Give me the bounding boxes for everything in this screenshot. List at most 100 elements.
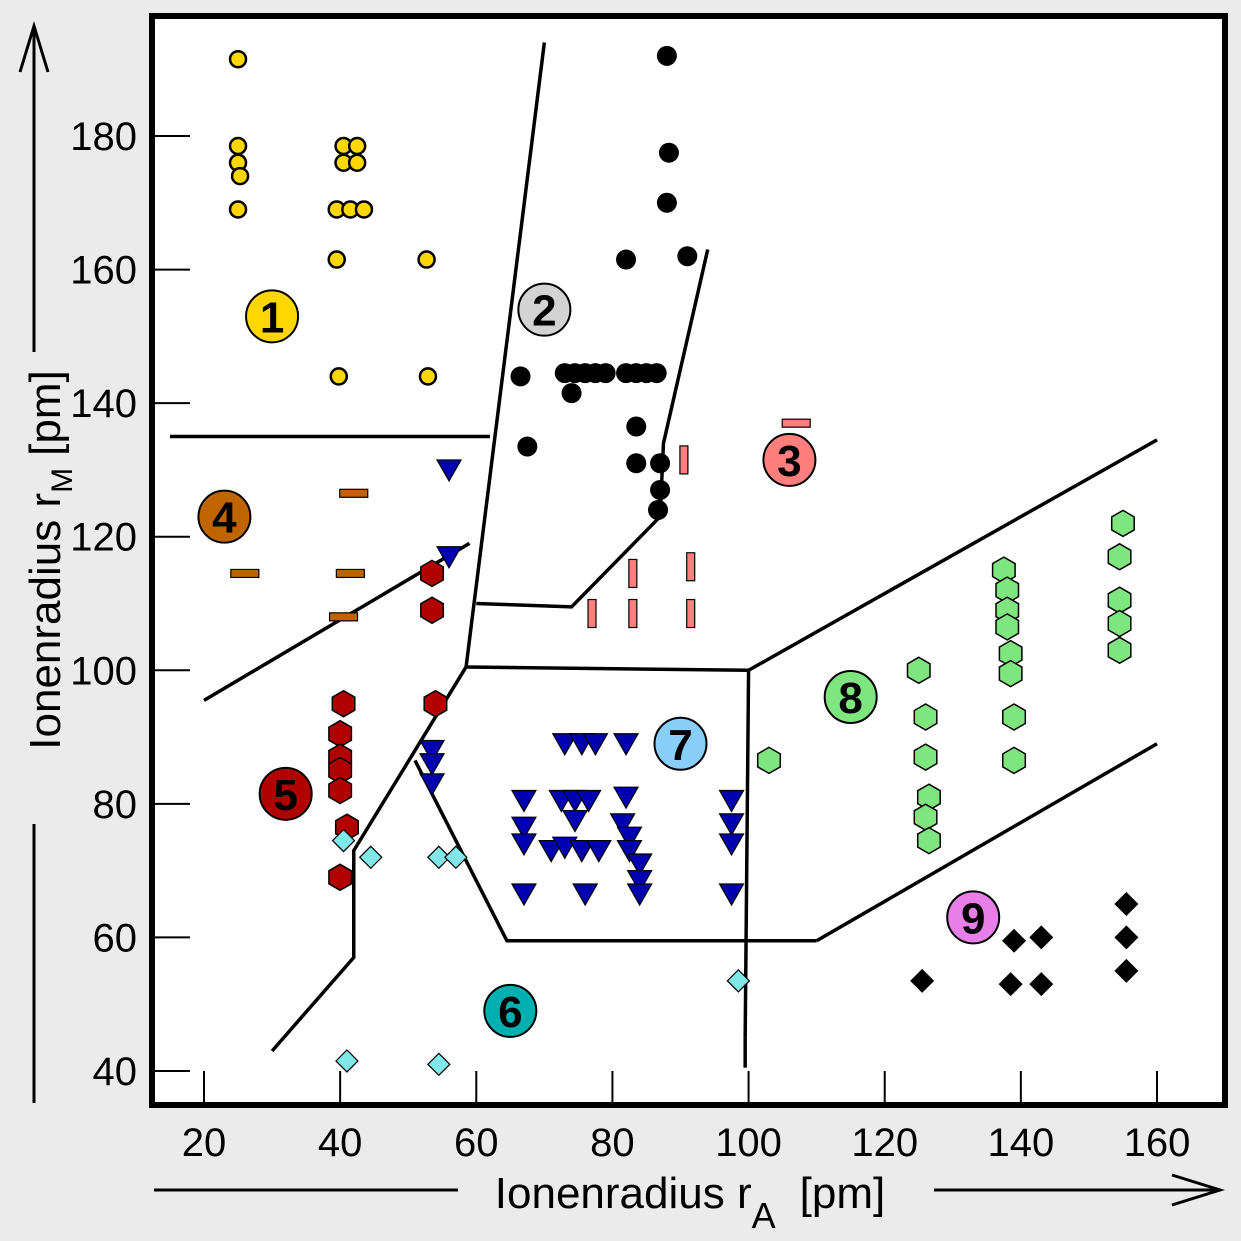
data-point-region-6	[331, 828, 356, 853]
x-tick-label: 60	[454, 1121, 499, 1165]
data-point-region-7	[510, 816, 537, 840]
data-point-region-2	[616, 249, 637, 270]
data-point-region-7	[436, 459, 463, 483]
region-badge-circle	[823, 670, 878, 724]
data-point-region-8	[1107, 609, 1132, 638]
data-point-region-7	[419, 773, 446, 797]
data-point-region-6	[444, 845, 468, 870]
data-point-region-2	[517, 436, 538, 457]
x-tick-label: 80	[590, 1121, 635, 1165]
data-point-region-8	[913, 803, 938, 832]
x-tick-label: 40	[318, 1121, 363, 1165]
region-badge-circle	[245, 289, 300, 344]
data-point-region-5	[420, 559, 445, 588]
data-point-region-2	[510, 366, 531, 387]
data-point-region-1	[347, 136, 367, 156]
data-point-region-7	[718, 813, 745, 837]
region-badge-4: 4	[197, 489, 252, 544]
x-axis-title-subscript: A	[752, 1195, 776, 1236]
region-badge-number: 9	[961, 894, 985, 943]
y-axis-title-subscript: M	[46, 468, 79, 493]
data-point-region-2	[658, 142, 679, 163]
data-point-region-7	[718, 833, 745, 857]
data-point-region-7	[609, 813, 636, 837]
region-badge-circle	[946, 890, 1001, 945]
data-point-region-2	[648, 500, 669, 520]
data-point-region-5	[420, 596, 445, 625]
data-point-region-1	[418, 367, 438, 386]
data-point-region-7	[510, 789, 537, 813]
y-tick-label: 160	[70, 249, 137, 293]
x-tick-label: 160	[1124, 1121, 1191, 1165]
y-tick-label: 80	[93, 783, 138, 827]
data-point-region-7	[616, 840, 643, 863]
data-point-region-5	[328, 776, 353, 805]
data-point-region-7	[582, 733, 609, 756]
region-badge-9: 9	[946, 890, 1001, 945]
data-point-region-9	[1114, 958, 1139, 983]
y-axis-title-main: Ionenradius r	[21, 493, 70, 750]
boundary-line-b8-9	[815, 742, 1158, 943]
data-point-region-8	[916, 826, 941, 855]
data-point-region-7	[510, 883, 537, 907]
data-point-region-8	[995, 613, 1020, 641]
x-tick-label: 120	[851, 1121, 918, 1165]
region-badge-circle	[258, 766, 313, 821]
data-point-region-6	[426, 1052, 451, 1077]
data-point-region-3	[686, 598, 696, 629]
y-axis-title: Ionenradius rM [pm]	[21, 370, 79, 749]
data-point-region-7	[718, 789, 745, 813]
data-point-region-1	[228, 49, 248, 69]
data-point-region-8	[1110, 509, 1135, 538]
region-badge-circle	[762, 432, 817, 487]
x-axis-arrow-head-icon	[1171, 1173, 1226, 1207]
data-point-region-1	[417, 250, 436, 269]
data-point-region-3	[587, 598, 597, 629]
data-point-region-4	[339, 488, 369, 498]
region-badge-number: 2	[532, 287, 556, 336]
data-point-region-7	[613, 733, 640, 756]
data-point-region-6	[426, 845, 451, 870]
data-markers	[228, 45, 1139, 1077]
y-tick-label: 60	[93, 916, 138, 960]
data-point-region-4	[328, 612, 359, 622]
data-point-region-7	[510, 833, 537, 857]
data-point-region-8	[913, 743, 938, 771]
data-point-region-5	[328, 719, 353, 748]
data-point-region-2	[561, 383, 582, 404]
data-point-region-2	[626, 453, 647, 474]
region-badge-circle	[483, 983, 538, 1038]
data-point-region-7	[626, 853, 653, 877]
data-point-region-7	[568, 840, 595, 863]
data-point-region-7	[419, 739, 446, 763]
data-point-region-7	[616, 826, 643, 850]
region-badge-6: 6	[483, 983, 538, 1038]
region-badge-number: 7	[668, 721, 692, 770]
data-point-region-9	[998, 972, 1023, 997]
data-point-region-7	[436, 546, 463, 569]
region-badge-number: 8	[838, 674, 862, 723]
region-badge-5: 5	[258, 766, 313, 821]
data-point-region-8	[1107, 542, 1132, 571]
data-point-region-7	[419, 753, 446, 776]
data-point-region-2	[626, 416, 647, 437]
data-point-region-1	[228, 200, 248, 219]
data-point-region-4	[335, 568, 365, 579]
region-badge-7: 7	[653, 716, 708, 771]
data-point-region-1	[228, 136, 248, 156]
region-badge-8: 8	[823, 670, 878, 724]
data-point-region-8	[1002, 746, 1027, 775]
data-point-region-6	[726, 968, 751, 993]
data-point-region-3	[679, 445, 689, 475]
y-tick-label: 100	[70, 649, 137, 693]
data-point-region-9	[1114, 925, 1139, 950]
x-tick-label: 140	[987, 1121, 1054, 1165]
boundary-line-b7-top	[466, 665, 749, 673]
data-point-region-7	[613, 786, 640, 810]
data-point-region-1	[230, 166, 250, 186]
data-point-region-9	[1114, 892, 1139, 917]
x-axis-title-main: Ionenradius r	[495, 1169, 752, 1218]
data-point-region-7	[718, 883, 745, 907]
data-point-region-9	[910, 968, 935, 993]
